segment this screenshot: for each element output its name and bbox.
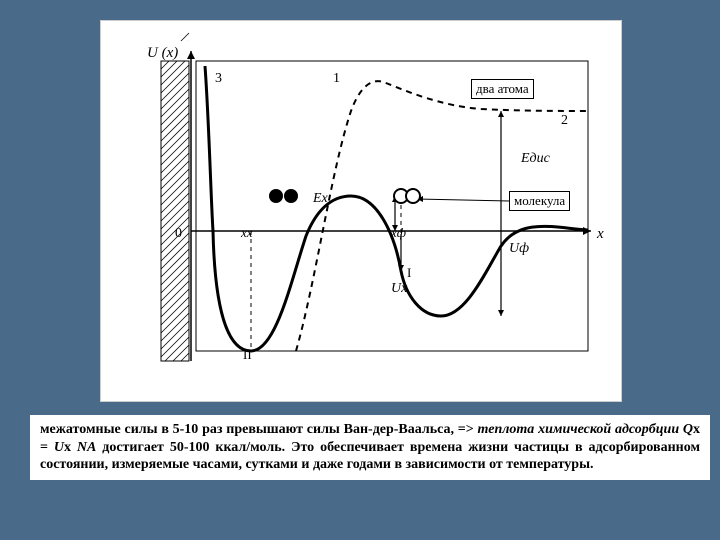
label-Edis: Eдис xyxy=(521,151,550,167)
label-Ex: Ex xyxy=(313,191,328,207)
label-n1: 1 xyxy=(333,71,340,87)
label-Ux: Uх xyxy=(391,281,407,297)
label-zero: 0 xyxy=(175,226,182,242)
label-x_axis: x xyxy=(597,226,604,243)
label-n3: 3 xyxy=(215,71,222,87)
label-xx: xх xyxy=(241,225,253,241)
label-two_atoms: два атома xyxy=(471,79,534,99)
potential-chart xyxy=(101,21,621,401)
caption-text: межатомные силы в 5-10 раз превышают сил… xyxy=(40,422,700,472)
label-n2: 2 xyxy=(561,113,568,129)
label-II: II xyxy=(243,347,252,363)
caption-panel: межатомные силы в 5-10 раз превышают сил… xyxy=(30,415,710,480)
figure-panel: U (x) x 0 3 1 2 два атома молекула Eдис Ex Uф Uх xх x… xyxy=(100,20,622,402)
label-xphi: xф xyxy=(391,225,406,241)
label-y_axis: U (x) xyxy=(147,45,178,62)
label-molecule: молекула xyxy=(509,191,570,211)
label-I: I xyxy=(407,265,411,281)
label-Uphi: Uф xyxy=(509,241,529,257)
